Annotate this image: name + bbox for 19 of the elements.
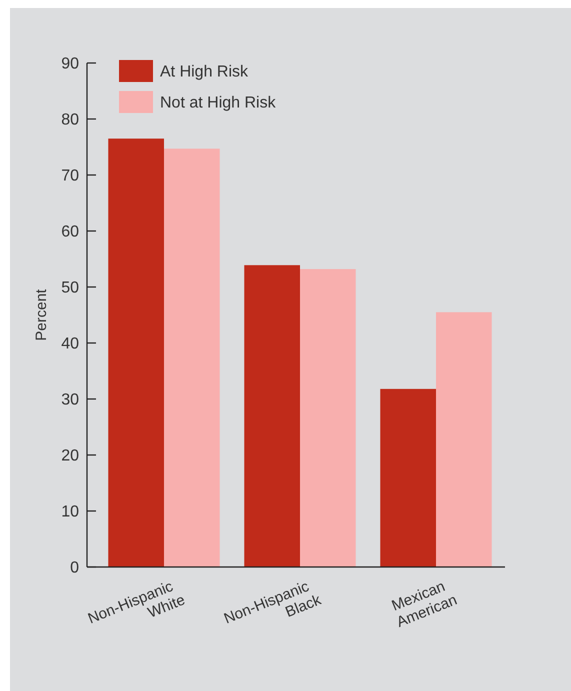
bar bbox=[436, 312, 492, 567]
legend-label: At High Risk bbox=[160, 64, 250, 81]
bar bbox=[244, 265, 300, 567]
y-tick-label: 80 bbox=[61, 112, 80, 129]
bar bbox=[164, 148, 220, 567]
y-tick-label: 90 bbox=[61, 56, 80, 73]
y-tick-label: 60 bbox=[61, 224, 80, 241]
y-tick-label: 30 bbox=[61, 392, 80, 409]
legend-label: Not at High Risk bbox=[160, 94, 277, 112]
bar bbox=[300, 269, 356, 567]
y-tick-label: 40 bbox=[61, 336, 80, 353]
bar bbox=[380, 388, 436, 567]
y-axis-title: Percent bbox=[33, 288, 50, 341]
y-tick-label: 50 bbox=[61, 280, 80, 297]
y-tick-label: 0 bbox=[70, 560, 80, 577]
y-tick-label: 70 bbox=[61, 168, 80, 185]
bar bbox=[108, 138, 164, 567]
y-tick-label: 20 bbox=[61, 448, 80, 465]
y-tick-label: 10 bbox=[61, 504, 80, 521]
